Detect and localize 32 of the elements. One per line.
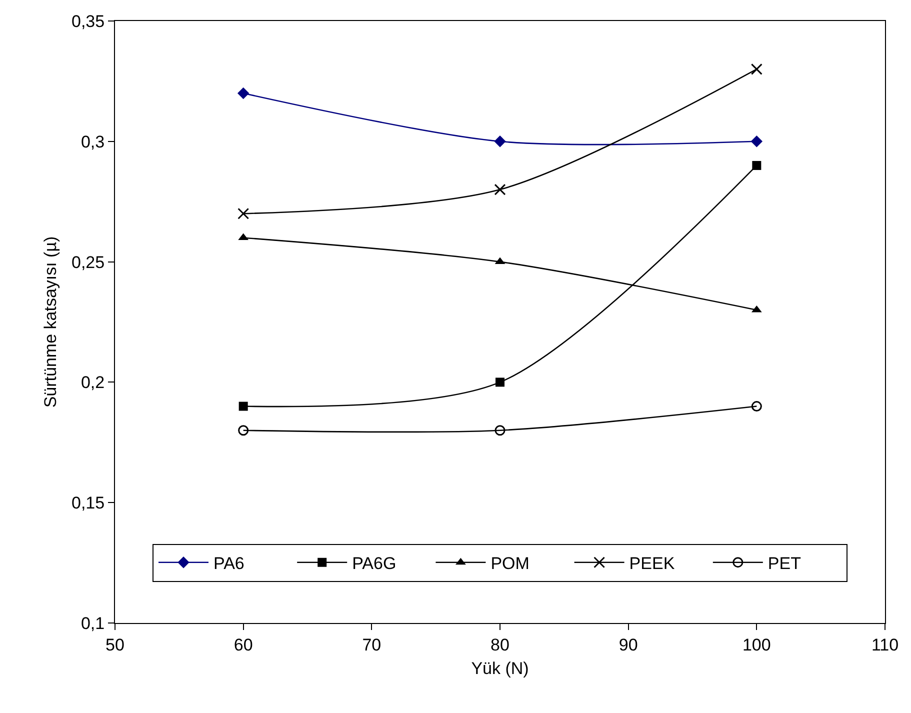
legend-label: PA6G <box>352 554 396 573</box>
x-tick-label: 80 <box>490 635 510 654</box>
y-tick-label: 0,2 <box>80 373 105 392</box>
point <box>751 401 762 412</box>
x-tick-label: 90 <box>618 635 638 654</box>
x-tick-label: 60 <box>234 635 253 654</box>
x-tick-label: 70 <box>362 635 382 654</box>
y-tick-label: 0,35 <box>72 12 105 31</box>
point <box>750 136 763 148</box>
x-axis-title: Yük (N) <box>471 658 529 678</box>
point <box>752 160 762 170</box>
y-tick-label: 0,3 <box>80 132 105 152</box>
point <box>494 136 506 148</box>
y-tick-label: 0,1 <box>80 614 105 633</box>
point <box>238 402 248 411</box>
y-tick-label: 0,25 <box>72 252 105 272</box>
legend-label: PA6 <box>214 554 244 573</box>
x-tick-label: 110 <box>871 635 899 654</box>
legend-label: PEEK <box>629 554 676 573</box>
x-tick-label: 50 <box>106 635 124 654</box>
point <box>238 208 250 220</box>
legend-label: POM <box>490 554 530 573</box>
point <box>238 425 249 436</box>
point <box>494 425 506 436</box>
x-tick-label: 100 <box>742 635 771 654</box>
y-tick-label: 0,15 <box>72 494 105 513</box>
point <box>496 378 504 387</box>
point <box>237 87 250 100</box>
y-axis-title: Sürtünme katsayısı (µ) <box>41 236 60 408</box>
legend-label: PET <box>768 554 801 573</box>
point <box>750 63 762 75</box>
point <box>494 184 506 196</box>
